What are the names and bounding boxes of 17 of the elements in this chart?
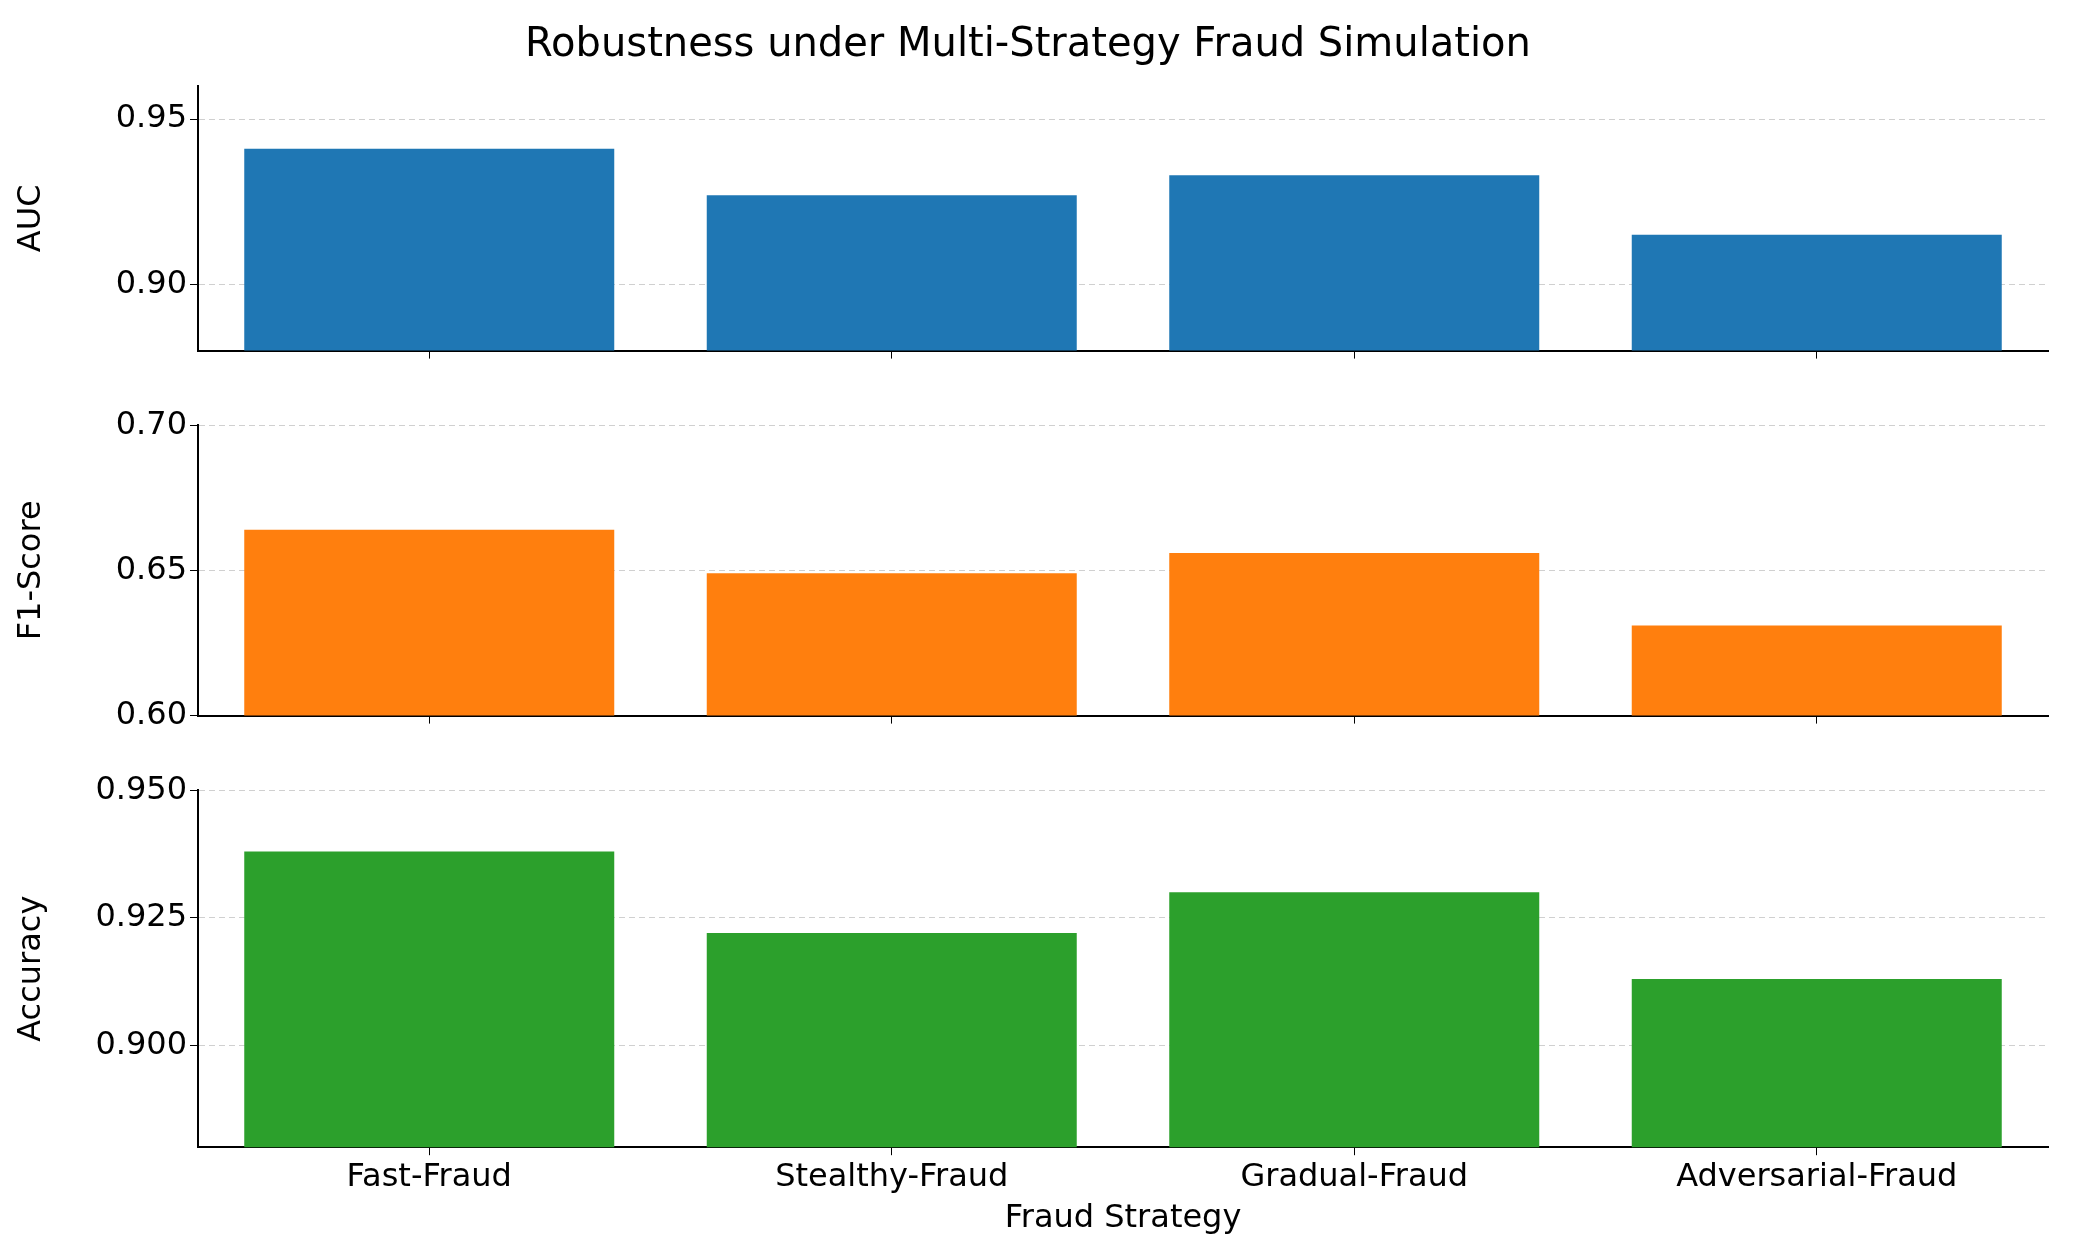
y-tick-label: 0.60 (115, 693, 187, 732)
y-axis-title: AUC (9, 184, 48, 253)
y-tick-label: 0.950 (95, 768, 187, 807)
x-axis-title: Fraud Strategy (1004, 1197, 1242, 1236)
x-tick-label: Stealthy-Fraud (775, 1155, 1009, 1194)
y-tick-label: 0.900 (95, 1023, 187, 1062)
y-tick-label: 0.925 (95, 896, 187, 935)
x-tick-label: Fast-Fraud (346, 1155, 512, 1194)
y-tick-label: 0.90 (115, 262, 187, 301)
y-tick-label: 0.95 (115, 97, 187, 136)
chart-title: Robustness under Multi-Strategy Fraud Simulation (525, 19, 1531, 66)
y-axis-title: Accuracy (9, 895, 48, 1042)
y-tick-label: 0.65 (115, 548, 187, 587)
y-axis-title: F1-Score (9, 500, 48, 641)
x-tick-label: Adversarial-Fraud (1676, 1155, 1958, 1194)
y-tick-label: 0.70 (115, 403, 187, 442)
x-tick-label: Gradual-Fraud (1240, 1155, 1469, 1194)
